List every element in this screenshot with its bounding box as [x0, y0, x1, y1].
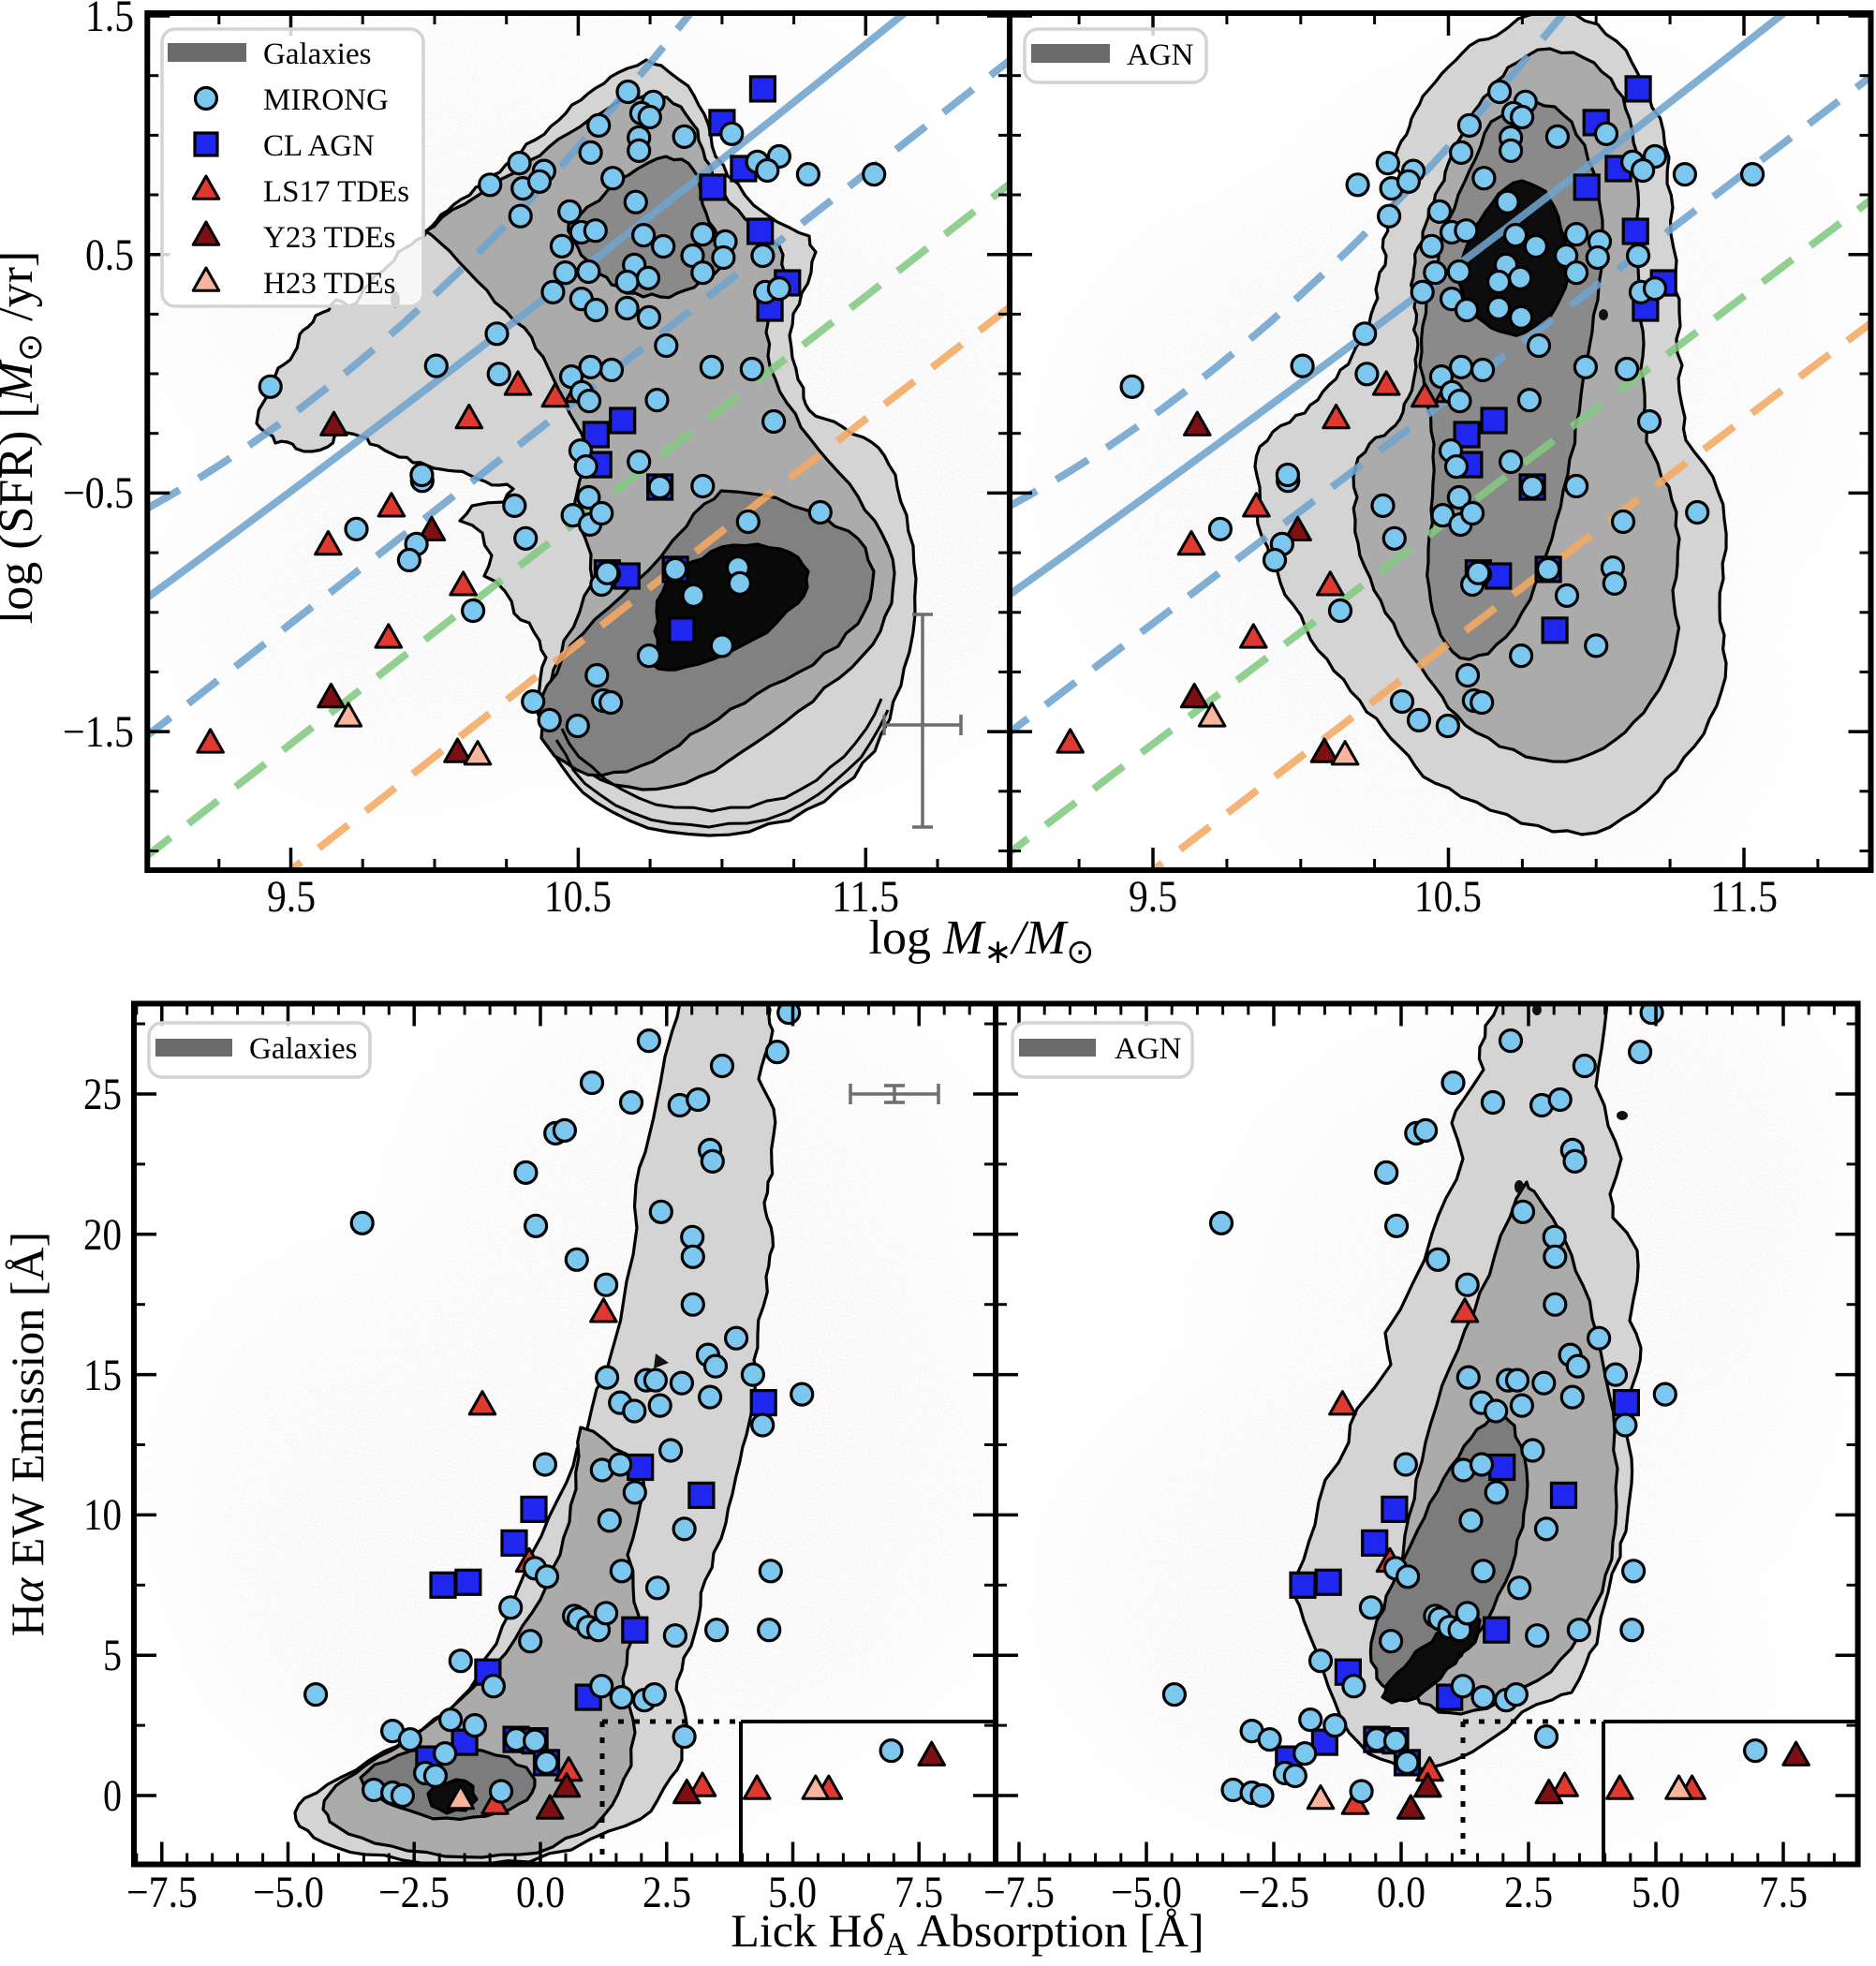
svg-text:0: 0 [103, 1771, 122, 1821]
svg-text:CL AGN: CL AGN [263, 129, 375, 163]
svg-text:Galaxies: Galaxies [249, 1032, 357, 1066]
svg-text:Galaxies: Galaxies [263, 37, 371, 71]
svg-text:11.5: 11.5 [832, 872, 899, 922]
svg-text:10.5: 10.5 [1414, 872, 1482, 922]
svg-text:15: 15 [83, 1351, 122, 1400]
svg-text:−2.5: −2.5 [1238, 1868, 1309, 1917]
svg-text:log (SFR) [M⊙ /yr]: log (SFR) [M⊙ /yr] [0, 251, 49, 625]
svg-text:0.5: 0.5 [85, 230, 134, 280]
svg-text:−7.5: −7.5 [983, 1868, 1055, 1917]
svg-text:Hα EW Emission [Å]: Hα EW Emission [Å] [1, 1232, 53, 1636]
svg-text:7.5: 7.5 [1759, 1868, 1808, 1917]
svg-text:−0.5: −0.5 [63, 468, 134, 518]
svg-text:10.5: 10.5 [544, 872, 612, 922]
svg-text:9.5: 9.5 [1129, 872, 1177, 922]
svg-text:0.0: 0.0 [516, 1868, 565, 1917]
svg-text:25: 25 [83, 1070, 122, 1119]
svg-text:MIRONG: MIRONG [263, 83, 389, 117]
svg-text:LS17 TDEs: LS17 TDEs [263, 175, 409, 209]
svg-text:5: 5 [103, 1631, 122, 1680]
svg-text:9.5: 9.5 [267, 872, 316, 922]
svg-text:5.0: 5.0 [1632, 1868, 1680, 1917]
svg-text:Lick HδA Absorption [Å]: Lick HδA Absorption [Å] [731, 1904, 1204, 1961]
svg-text:7.5: 7.5 [894, 1868, 943, 1917]
svg-text:20: 20 [83, 1210, 122, 1260]
svg-text:−1.5: −1.5 [63, 707, 134, 757]
svg-text:0.0: 0.0 [1377, 1868, 1425, 1917]
svg-text:−5.0: −5.0 [1111, 1868, 1182, 1917]
svg-text:AGN: AGN [1115, 1032, 1182, 1066]
svg-text:−5.0: −5.0 [253, 1868, 324, 1917]
svg-text:5.0: 5.0 [768, 1868, 817, 1917]
svg-text:2.5: 2.5 [1504, 1868, 1553, 1917]
svg-text:2.5: 2.5 [643, 1868, 691, 1917]
svg-text:−7.5: −7.5 [126, 1868, 198, 1917]
svg-text:−2.5: −2.5 [378, 1868, 450, 1917]
svg-text:10: 10 [83, 1490, 122, 1540]
svg-text:Y23 TDEs: Y23 TDEs [263, 221, 395, 255]
svg-text:11.5: 11.5 [1710, 872, 1778, 922]
svg-text:1.5: 1.5 [85, 0, 134, 41]
svg-text:log M∗/M⊙: log M∗/M⊙ [869, 911, 1095, 970]
svg-text:H23 TDEs: H23 TDEs [263, 267, 395, 301]
svg-text:AGN: AGN [1127, 38, 1194, 72]
